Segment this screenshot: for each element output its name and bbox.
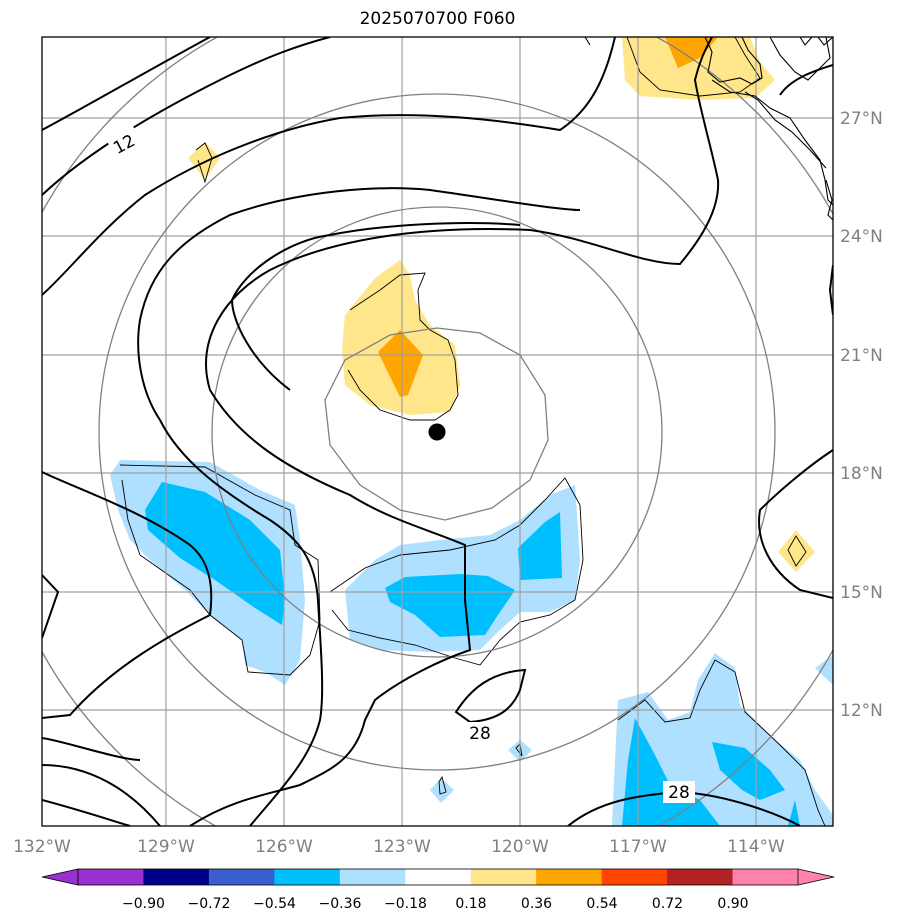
- latitude-labels: 27°N 24°N 21°N 18°N 15°N 12°N: [840, 109, 883, 721]
- coastline: [584, 37, 833, 221]
- colorbar-tick-label: 0.18: [455, 896, 486, 912]
- colorbar-ticks: −0.90 −0.72 −0.54 −0.36 −0.18 0.18 0.36 …: [122, 896, 749, 912]
- colorbar-segments: [78, 869, 799, 885]
- colorbar-over-extension: [797, 868, 835, 886]
- lon-label: 126°W: [255, 837, 313, 857]
- colorbar-tick-label: 0.72: [652, 896, 683, 912]
- map-frame: [41, 36, 834, 827]
- colorbar-segment: [732, 869, 799, 885]
- colorbar-tick-label: −0.54: [253, 896, 296, 912]
- lat-label: 12°N: [840, 701, 883, 721]
- lat-label: 15°N: [840, 583, 883, 603]
- lon-label: 117°W: [609, 837, 667, 857]
- strong-negative-fill: [145, 482, 800, 826]
- lat-label: 27°N: [840, 109, 883, 129]
- colorbar-segment: [339, 869, 406, 885]
- contour-label-28-center: 28: [469, 724, 491, 744]
- lon-label: 132°W: [13, 837, 71, 857]
- colorbar-tick-label: −0.36: [319, 896, 362, 912]
- longitude-labels: 132°W 129°W 126°W 123°W 120°W 117°W 114°…: [13, 837, 785, 857]
- lon-label: 129°W: [137, 837, 195, 857]
- lat-label: 21°N: [840, 346, 883, 366]
- colorbar-tick-label: −0.72: [188, 896, 231, 912]
- colorbar-segment: [208, 869, 275, 885]
- colorbar-tick-label: −0.18: [384, 896, 427, 912]
- height-contours: [42, 37, 833, 826]
- lon-label: 114°W: [727, 837, 785, 857]
- colorbar: −0.90 −0.72 −0.54 −0.36 −0.18 0.18 0.36 …: [41, 868, 835, 912]
- colorbar-segment: [405, 869, 472, 885]
- contour-labels: 12 28 28: [106, 126, 695, 803]
- range-rings: [42, 37, 833, 826]
- storm-center-marker: [428, 423, 446, 441]
- anomaly-outline: [119, 37, 826, 826]
- contour-label-28-southeast: 28: [668, 783, 690, 803]
- colorbar-outline: [77, 868, 799, 886]
- colorbar-segment: [78, 869, 145, 885]
- colorbar-segment: [274, 869, 341, 885]
- colorbar-tick-label: 0.36: [521, 896, 552, 912]
- lon-label: 123°W: [373, 837, 431, 857]
- map-panel: 12 28 28: [42, 37, 833, 826]
- colorbar-segment: [667, 869, 734, 885]
- colorbar-under-extension: [41, 868, 79, 886]
- positive-anomaly-fill: [188, 37, 815, 572]
- colorbar-tick-label: −0.90: [122, 896, 165, 912]
- colorbar-segment: [601, 869, 668, 885]
- colorbar-segment: [470, 869, 537, 885]
- colorbar-segment: [143, 869, 210, 885]
- map-title: 2025070700 F060: [359, 9, 516, 29]
- lat-label: 18°N: [840, 464, 883, 484]
- graticule: [42, 37, 833, 826]
- colorbar-segment: [536, 869, 603, 885]
- colorbar-tick-label: 0.90: [717, 896, 748, 912]
- colorbar-tick-label: 0.54: [586, 896, 617, 912]
- lat-label: 24°N: [840, 227, 883, 247]
- lon-label: 120°W: [491, 837, 549, 857]
